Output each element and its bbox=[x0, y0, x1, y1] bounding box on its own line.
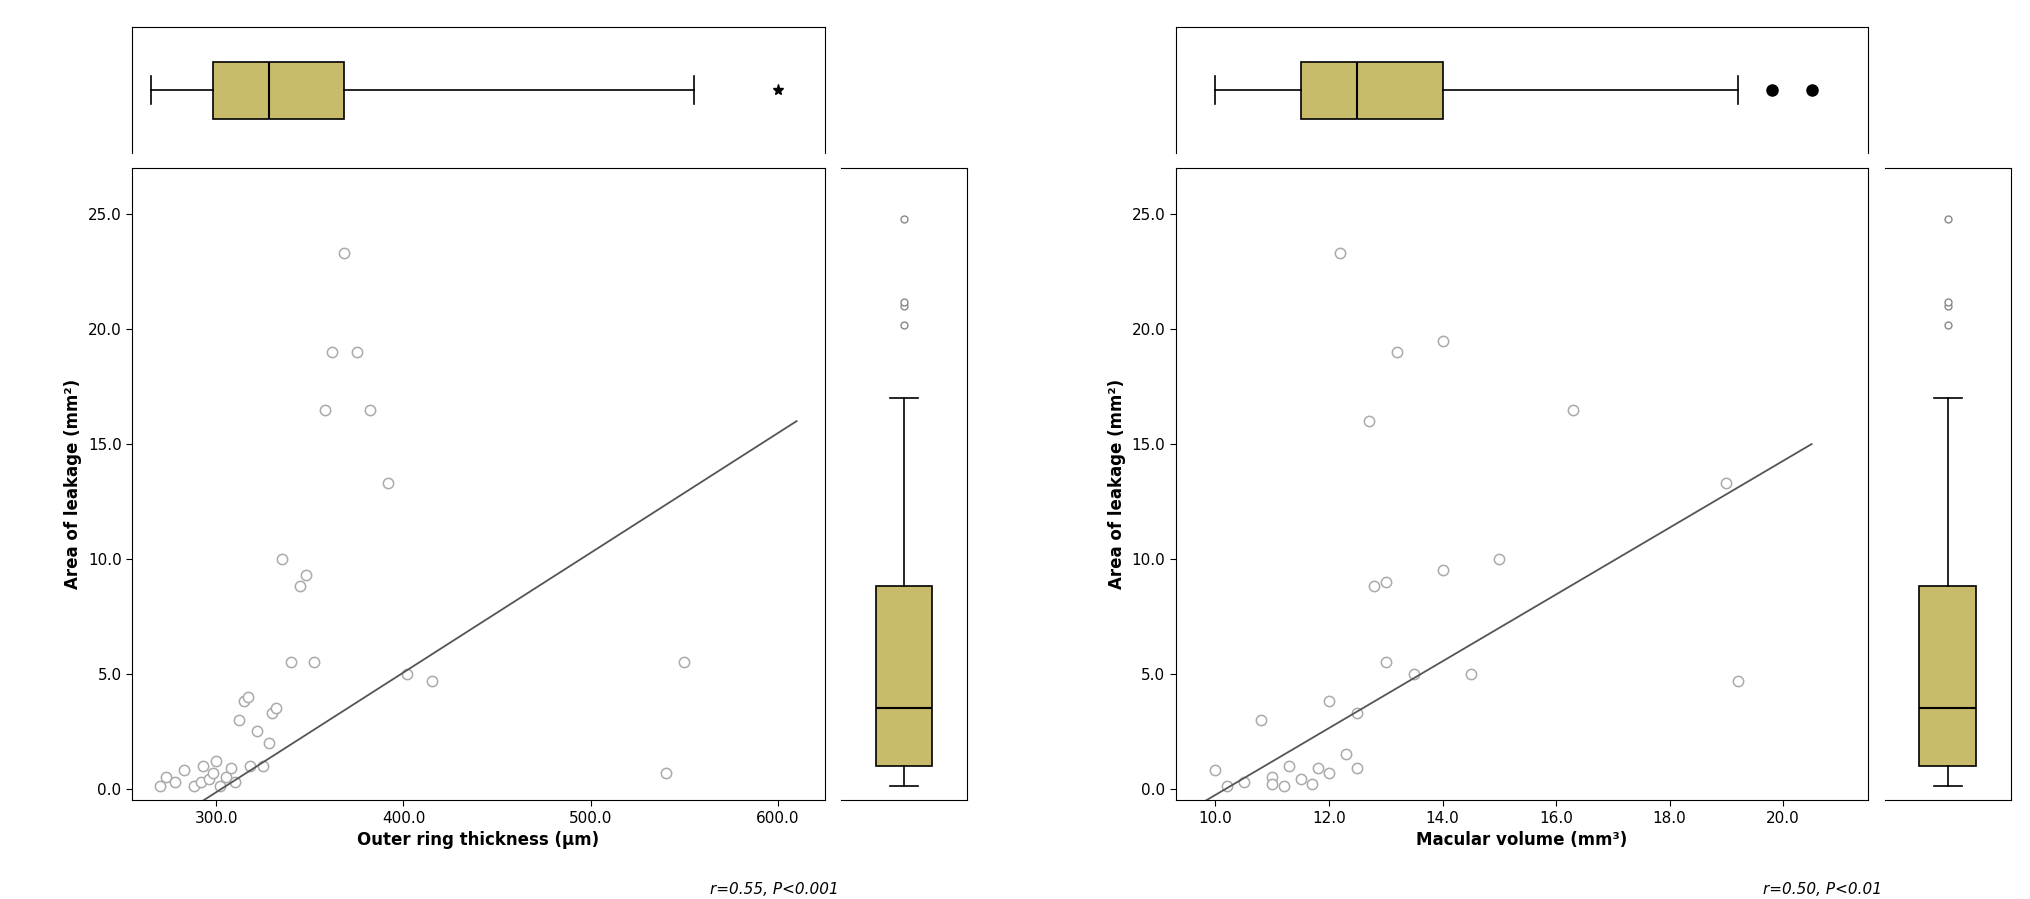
Point bbox=[177, 779, 209, 794]
Point bbox=[1255, 770, 1287, 784]
Point bbox=[284, 579, 317, 593]
Point bbox=[1283, 772, 1315, 787]
Point bbox=[1482, 552, 1514, 566]
Point bbox=[1358, 579, 1391, 593]
X-axis label: Outer ring thickness (μm): Outer ring thickness (μm) bbox=[357, 831, 599, 849]
Point bbox=[248, 759, 280, 773]
Point bbox=[317, 345, 349, 360]
Text: r=0.55, P<0.001: r=0.55, P<0.001 bbox=[708, 882, 838, 897]
Point bbox=[1557, 403, 1589, 417]
Point bbox=[193, 772, 225, 787]
Point bbox=[1311, 765, 1344, 779]
Point bbox=[144, 779, 177, 794]
PathPatch shape bbox=[1918, 586, 1975, 766]
Point bbox=[1301, 761, 1334, 775]
PathPatch shape bbox=[1299, 62, 1441, 119]
Point bbox=[203, 779, 235, 794]
PathPatch shape bbox=[875, 586, 932, 766]
Point bbox=[150, 770, 183, 784]
Point bbox=[197, 765, 229, 779]
Point bbox=[1324, 246, 1356, 261]
Point bbox=[1380, 345, 1413, 360]
Point bbox=[327, 246, 359, 261]
Point bbox=[1255, 777, 1287, 791]
X-axis label: Macular volume (mm³): Macular volume (mm³) bbox=[1415, 831, 1626, 849]
Point bbox=[260, 701, 292, 716]
Point bbox=[1352, 414, 1384, 428]
Point bbox=[185, 775, 217, 789]
Point bbox=[1273, 759, 1305, 773]
Point bbox=[390, 666, 422, 681]
Point bbox=[1721, 673, 1754, 688]
Y-axis label: Area of leakage (mm²): Area of leakage (mm²) bbox=[1108, 379, 1125, 590]
Point bbox=[223, 713, 256, 727]
Point bbox=[231, 690, 264, 704]
Point bbox=[1311, 694, 1344, 708]
Point bbox=[187, 759, 219, 773]
Point bbox=[199, 754, 231, 769]
Point bbox=[256, 706, 288, 720]
Point bbox=[215, 761, 248, 775]
Point bbox=[341, 345, 374, 360]
Point bbox=[227, 694, 260, 708]
Point bbox=[274, 655, 307, 670]
Point bbox=[1210, 779, 1242, 794]
Point bbox=[1368, 574, 1401, 589]
Point bbox=[158, 775, 191, 789]
Point bbox=[1340, 706, 1372, 720]
Text: A: A bbox=[63, 0, 79, 3]
Point bbox=[1226, 775, 1259, 789]
Point bbox=[1295, 777, 1328, 791]
Point bbox=[296, 655, 329, 670]
Point bbox=[209, 770, 242, 784]
Point bbox=[353, 403, 386, 417]
Point bbox=[650, 765, 682, 779]
Point bbox=[1340, 761, 1372, 775]
Point bbox=[1425, 334, 1458, 348]
Point bbox=[1425, 564, 1458, 578]
Point bbox=[252, 735, 284, 750]
Point bbox=[233, 759, 266, 773]
Point bbox=[1330, 747, 1362, 761]
PathPatch shape bbox=[213, 62, 343, 119]
Point bbox=[1198, 763, 1230, 778]
Point bbox=[1267, 779, 1299, 794]
Point bbox=[242, 724, 274, 738]
Point bbox=[219, 775, 252, 789]
Point bbox=[1709, 476, 1742, 490]
Point bbox=[290, 568, 323, 583]
Point bbox=[266, 552, 298, 566]
Point bbox=[1244, 713, 1277, 727]
Point bbox=[414, 673, 447, 688]
Point bbox=[668, 655, 700, 670]
Point bbox=[1453, 666, 1486, 681]
Y-axis label: Area of leakage (mm²): Area of leakage (mm²) bbox=[65, 379, 83, 590]
Text: r=0.50, P<0.01: r=0.50, P<0.01 bbox=[1762, 882, 1882, 897]
Point bbox=[309, 403, 341, 417]
Point bbox=[1397, 666, 1429, 681]
Point bbox=[1368, 655, 1401, 670]
Point bbox=[371, 476, 404, 490]
Text: B: B bbox=[1106, 0, 1123, 3]
Point bbox=[168, 763, 201, 778]
